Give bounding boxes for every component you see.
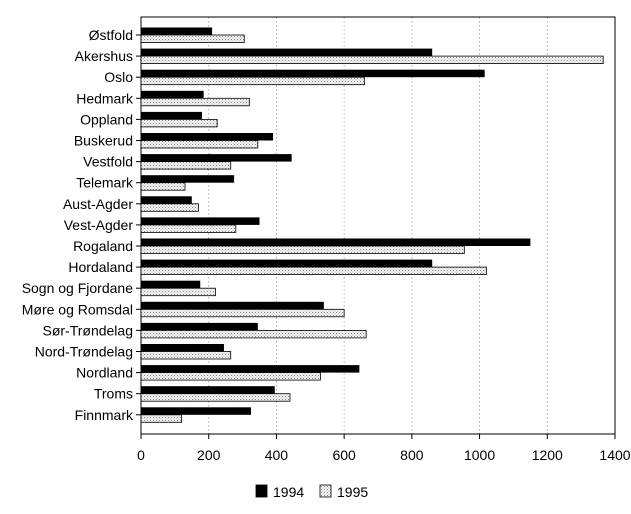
x-tick-label-4: 800 [400, 447, 424, 463]
bar-1995-10 [140, 245, 465, 254]
category-label-14: Sør-Trøndelag [42, 322, 133, 338]
category-labels: Østfold Akershus Oslo Hedmark Oppland Buskeru… [22, 27, 141, 423]
bar-1995-7 [140, 182, 186, 191]
bar-1994-16 [141, 365, 360, 373]
bar-1995-18 [140, 414, 183, 423]
bar-1994-0 [141, 27, 213, 35]
category-label-8: Aust-Agder [63, 196, 133, 212]
bar-1995-15 [140, 351, 232, 360]
bar-1995-2 [140, 76, 365, 86]
bar-1994-8 [141, 196, 192, 204]
bar-1995-9 [140, 224, 237, 233]
x-tick-label-5: 1000 [464, 447, 495, 463]
x-axis-ticks: 0 200 400 600 800 1000 1200 1400 [137, 434, 631, 463]
category-label-13: Møre og Romsdal [22, 301, 133, 317]
bar-1994-14 [141, 322, 258, 331]
bar-1995-1 [140, 55, 604, 64]
bars [140, 27, 604, 423]
bar-1995-16 [140, 372, 321, 381]
category-label-17: Troms [94, 386, 133, 402]
category-label-4: Oppland [80, 111, 133, 127]
legend: 1994 1995 [255, 484, 368, 500]
bar-1994-17 [141, 386, 275, 394]
category-label-0: Østfold [89, 27, 133, 43]
bar-1995-11 [140, 266, 487, 276]
category-label-9: Vest-Agder [64, 217, 134, 233]
legend-swatch-1994 [255, 484, 268, 498]
category-label-3: Hedmark [76, 90, 134, 106]
legend-label-1995: 1995 [337, 484, 368, 500]
category-label-1: Akershus [75, 48, 133, 64]
x-tick-label-0: 0 [137, 447, 145, 463]
category-label-5: Buskerud [74, 133, 133, 149]
bar-1994-10 [141, 238, 531, 246]
category-label-16: Nordland [76, 365, 133, 381]
category-label-15: Nord-Trøndelag [35, 344, 133, 360]
bar-1994-5 [141, 133, 274, 141]
x-tick-label-7: 1400 [599, 447, 630, 463]
bar-1995-13 [140, 308, 345, 318]
category-label-12: Sogn og Fjordane [22, 280, 134, 296]
category-label-7: Telemark [76, 175, 134, 191]
legend-swatch-1995 [319, 484, 332, 498]
bar-1995-6 [140, 161, 232, 170]
x-tick-label-3: 600 [332, 447, 356, 463]
bar-1994-3 [141, 90, 204, 99]
bar-1994-2 [141, 69, 485, 78]
bar-1995-5 [140, 140, 259, 149]
x-tick-label-6: 1200 [532, 447, 563, 463]
bar-1994-6 [141, 154, 292, 162]
bar-1995-17 [140, 393, 291, 402]
bar-1994-9 [141, 217, 260, 225]
bar-1995-4 [140, 119, 218, 128]
category-label-11: Hordaland [68, 259, 133, 275]
bar-1994-4 [141, 111, 202, 120]
bar-1994-11 [141, 259, 433, 268]
bar-1994-15 [141, 344, 224, 352]
category-label-6: Vestfold [83, 154, 133, 170]
bar-1994-12 [141, 280, 201, 289]
bar-1994-7 [141, 175, 235, 183]
category-label-2: Oslo [104, 69, 133, 85]
bar-1995-8 [140, 203, 199, 212]
bar-1995-3 [140, 97, 250, 107]
legend-label-1994: 1994 [273, 484, 304, 500]
x-tick-label-1: 200 [197, 447, 221, 463]
bar-1994-1 [141, 48, 433, 57]
bar-1995-14 [140, 329, 367, 339]
category-label-10: Rogaland [73, 238, 133, 254]
bar-1995-0 [140, 34, 245, 43]
category-label-18: Finnmark [75, 407, 134, 423]
bar-1995-12 [140, 287, 216, 297]
bar-1994-18 [141, 407, 252, 415]
x-tick-label-2: 400 [265, 447, 289, 463]
bar-1994-13 [141, 301, 324, 310]
